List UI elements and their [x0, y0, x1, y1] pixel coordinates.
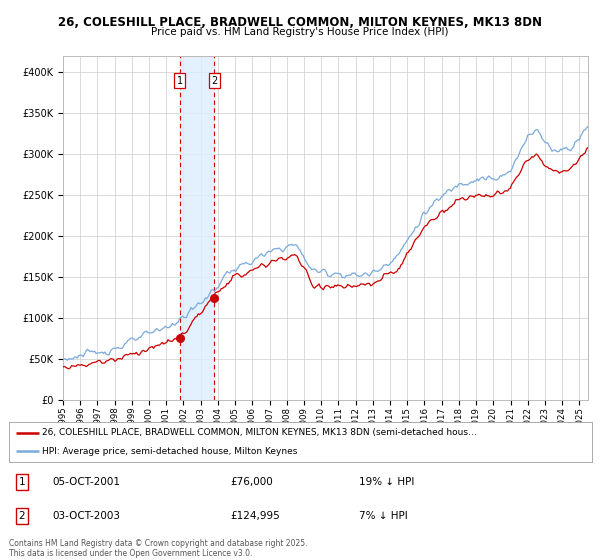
Text: 26, COLESHILL PLACE, BRADWELL COMMON, MILTON KEYNES, MK13 8DN (semi-detached hou: 26, COLESHILL PLACE, BRADWELL COMMON, MI…: [42, 428, 477, 437]
Text: Price paid vs. HM Land Registry's House Price Index (HPI): Price paid vs. HM Land Registry's House …: [151, 27, 449, 37]
Text: 1: 1: [19, 477, 25, 487]
Text: 03-OCT-2003: 03-OCT-2003: [53, 511, 121, 521]
Text: 2: 2: [19, 511, 25, 521]
Text: 1: 1: [177, 76, 183, 86]
Text: 26, COLESHILL PLACE, BRADWELL COMMON, MILTON KEYNES, MK13 8DN: 26, COLESHILL PLACE, BRADWELL COMMON, MI…: [58, 16, 542, 29]
Text: HPI: Average price, semi-detached house, Milton Keynes: HPI: Average price, semi-detached house,…: [42, 447, 298, 456]
Text: 05-OCT-2001: 05-OCT-2001: [53, 477, 121, 487]
Text: £124,995: £124,995: [230, 511, 280, 521]
Text: 19% ↓ HPI: 19% ↓ HPI: [359, 477, 414, 487]
Text: Contains HM Land Registry data © Crown copyright and database right 2025.
This d: Contains HM Land Registry data © Crown c…: [9, 539, 308, 558]
Text: 2: 2: [211, 76, 217, 86]
Text: 7% ↓ HPI: 7% ↓ HPI: [359, 511, 407, 521]
Text: £76,000: £76,000: [230, 477, 274, 487]
Bar: [180, 56, 214, 400]
